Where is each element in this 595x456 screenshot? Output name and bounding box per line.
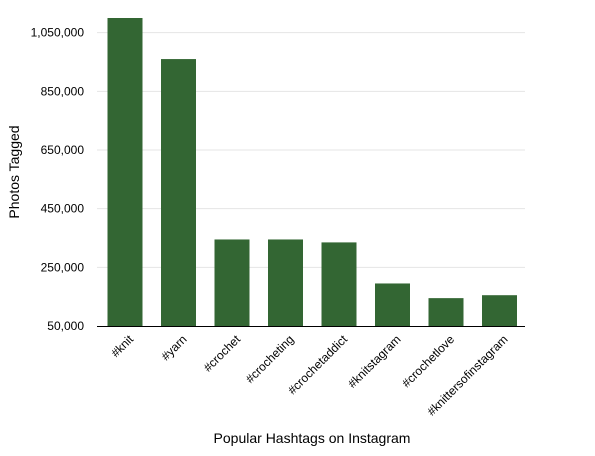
x-tick-label: #knitstagram bbox=[345, 332, 403, 390]
y-axis-title: Photos Tagged bbox=[6, 125, 22, 218]
x-tick-label: #knit bbox=[108, 332, 136, 360]
x-tick-label: #crochet bbox=[201, 332, 244, 375]
bar bbox=[268, 239, 303, 326]
y-axis-ticks: 50,000 250,000 450,000 650,000 850,000 1,050,… bbox=[31, 26, 85, 333]
y-tick-label: 450,000 bbox=[41, 202, 85, 216]
x-tick-label: #crocheting bbox=[243, 332, 297, 386]
bar bbox=[161, 59, 196, 327]
y-tick-label: 50,000 bbox=[47, 319, 84, 333]
bar bbox=[428, 298, 464, 326]
bar bbox=[214, 239, 250, 326]
y-tick-label: 1,050,000 bbox=[31, 26, 85, 40]
y-tick-label: 250,000 bbox=[41, 260, 85, 274]
bar bbox=[321, 242, 357, 326]
x-axis-title: Popular Hashtags on Instagram bbox=[214, 430, 411, 446]
bars bbox=[107, 18, 517, 327]
bar bbox=[107, 18, 143, 326]
x-tick-label: #yarn bbox=[158, 332, 189, 363]
x-axis-ticks: #knit #yarn #crochet #crocheting#crochetadd… bbox=[108, 332, 510, 419]
x-tick-label: #crochetlove bbox=[399, 332, 457, 390]
y-tick-label: 850,000 bbox=[41, 84, 85, 98]
y-tick-label: 650,000 bbox=[41, 143, 85, 157]
bar bbox=[375, 283, 410, 326]
bar bbox=[482, 295, 517, 326]
